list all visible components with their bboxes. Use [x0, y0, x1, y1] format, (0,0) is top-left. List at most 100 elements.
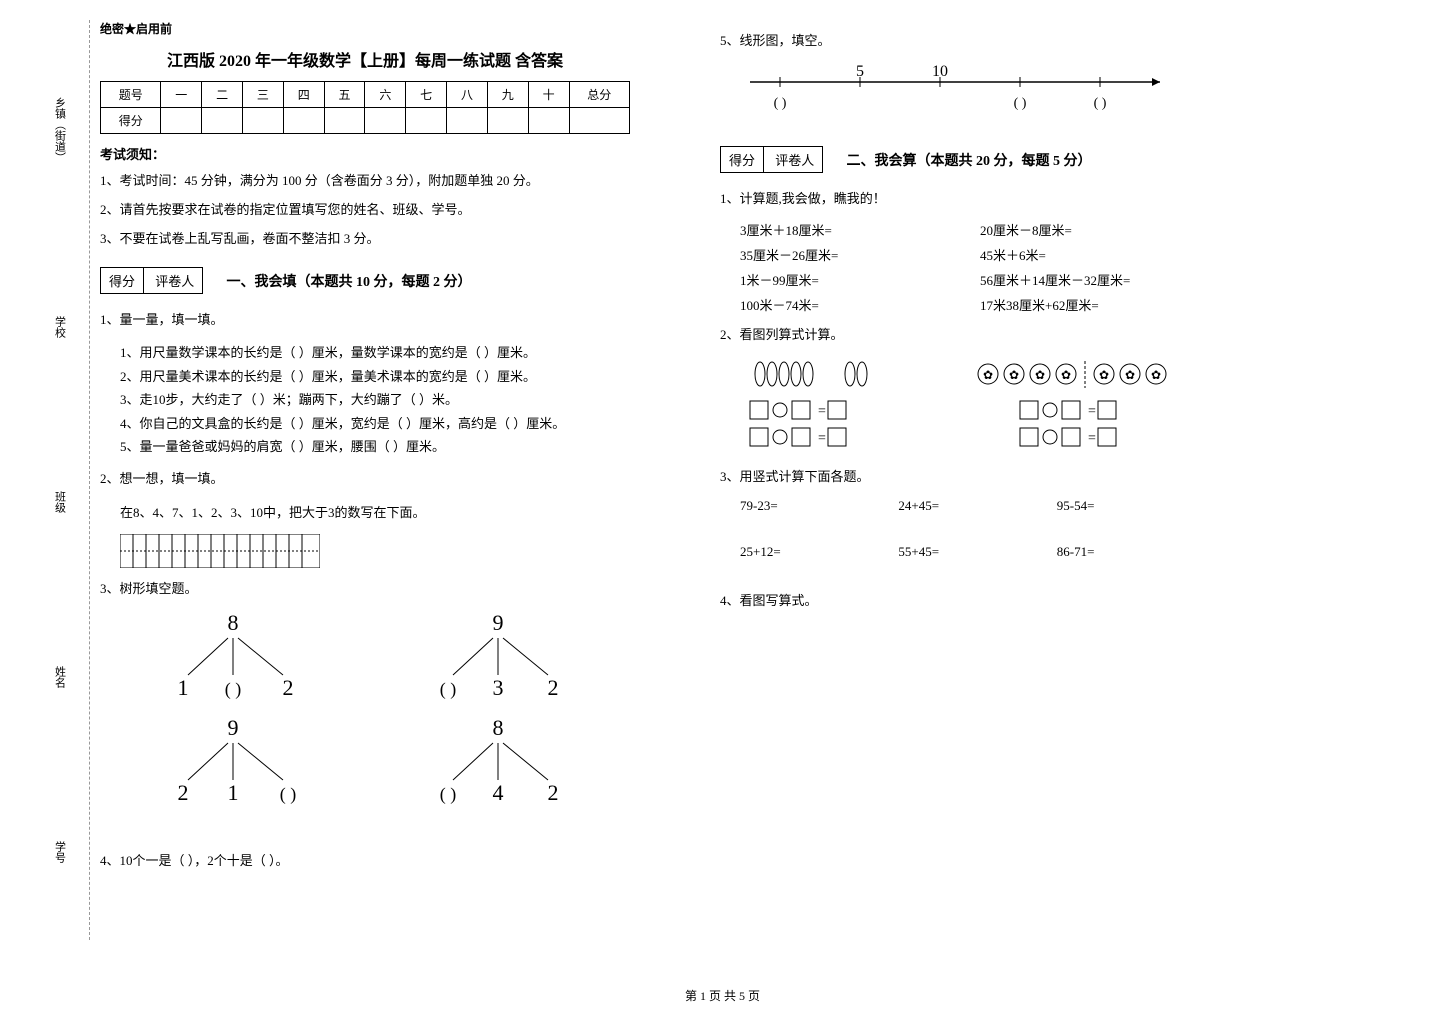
svg-text:=: =: [818, 431, 826, 446]
s1-q3: 3、树形填空题。: [100, 578, 630, 600]
svg-text:8: 8: [492, 715, 503, 740]
vc-2-2: 55+45=: [898, 544, 1056, 560]
picture-equations: = = ✿ ✿ ✿ ✿ ✿ ✿ ✿: [720, 356, 1220, 456]
binding-strip: 乡镇（街道） 学校 班级 姓名 学号: [30, 20, 90, 940]
svg-text:1: 1: [177, 675, 188, 700]
score-row-label: 得分: [101, 108, 161, 134]
binding-field-3: 姓名: [52, 656, 68, 698]
svg-text:=: =: [1088, 431, 1096, 446]
th-7: 七: [406, 82, 447, 108]
vc-1-1: 79-23=: [740, 498, 898, 514]
instruction-3: 3、不要在试卷上乱写乱画，卷面不整洁扣 3 分。: [100, 229, 630, 250]
page-container: 绝密★启用前 江西版 2020 年一年级数学【上册】每周一练试题 含答案 题号 …: [0, 0, 1445, 960]
right-column: 5、线形图，填空。 5 10 ( ) ( ) ( ) 得分 评卷人: [660, 20, 1220, 960]
s1-q5: 5、线形图，填空。: [720, 30, 1220, 52]
svg-text:2: 2: [177, 780, 188, 805]
grader-label-2: 评卷人: [767, 147, 822, 172]
binding-field-4: 学号: [52, 831, 68, 873]
calc-1-0: 35厘米－26厘米=: [740, 245, 980, 264]
svg-text:( ): ( ): [1094, 96, 1107, 111]
tree-2: 9 ( ) 3 2 8 ( ) 4 2: [398, 610, 598, 840]
binding-field-0: 乡镇（街道）: [52, 87, 68, 173]
th-2: 二: [202, 82, 243, 108]
svg-text:3: 3: [492, 675, 503, 700]
instruction-1: 1、考试时间：45 分钟，满分为 100 分（含卷面分 3 分），附加题单独 2…: [100, 171, 630, 192]
s1-q1-4: 4、你自己的文具盒的长约是（ ）厘米，宽约是（ ）厘米，高约是（ ）厘米。: [120, 412, 630, 435]
tree-diagrams: 8 1 ( ) 2 9 2 1 ( ) 9 ( ): [100, 610, 630, 840]
calc-2-1: 56厘米＋14厘米－32厘米=: [980, 270, 1220, 289]
s1-q1-2: 2、用尺量美术课本的长约是（ ）厘米，量美术课本的宽约是（ ）厘米。: [120, 365, 630, 388]
binding-field-1: 学校: [52, 306, 68, 348]
svg-text:2: 2: [282, 675, 293, 700]
grader-label: 评卷人: [147, 268, 202, 293]
svg-text:✿: ✿: [1151, 368, 1161, 382]
tree-1: 8 1 ( ) 2 9 2 1 ( ): [133, 610, 333, 840]
svg-text:2: 2: [547, 780, 558, 805]
svg-text:10: 10: [932, 63, 948, 80]
binding-field-2: 班级: [52, 481, 68, 523]
s2-q4: 4、看图写算式。: [720, 590, 1220, 612]
svg-text:9: 9: [227, 715, 238, 740]
vc-2-3: 86-71=: [1057, 544, 1215, 560]
answer-grid: [120, 534, 630, 568]
calc-0-1: 20厘米－8厘米=: [980, 220, 1220, 239]
main-title: 江西版 2020 年一年级数学【上册】每周一练试题 含答案: [100, 47, 630, 71]
vc-1-2: 24+45=: [898, 498, 1056, 514]
s1-q1: 1、量一量，填一填。: [100, 309, 630, 331]
score-table: 题号 一 二 三 四 五 六 七 八 九 十 总分 得分: [100, 81, 630, 134]
th-6: 六: [365, 82, 406, 108]
instructions-title: 考试须知：: [100, 144, 630, 163]
score-box-1: 得分 评卷人: [100, 267, 203, 294]
svg-text:8: 8: [227, 610, 238, 635]
s2-q1: 1、计算题,我会做，瞧我的！: [720, 188, 1220, 210]
svg-text:1: 1: [227, 780, 238, 805]
th-8: 八: [447, 82, 488, 108]
svg-text:=: =: [1088, 404, 1096, 419]
s1-q1-1: 1、用尺量数学课本的长约是（ ）厘米，量数学课本的宽约是（ ）厘米。: [120, 341, 630, 364]
score-label-2: 得分: [721, 147, 764, 172]
svg-text:( ): ( ): [774, 96, 787, 111]
secret-mark: 绝密★启用前: [100, 20, 630, 37]
section2-title: 二、我会算（本题共 20 分，每题 5 分）: [847, 150, 1092, 170]
calc-3-0: 100米－74米=: [740, 295, 980, 314]
svg-text:5: 5: [856, 63, 864, 80]
svg-text:2: 2: [547, 675, 558, 700]
left-column: 绝密★启用前 江西版 2020 年一年级数学【上册】每周一练试题 含答案 题号 …: [100, 20, 660, 960]
th-5: 五: [324, 82, 365, 108]
th-10: 十: [528, 82, 569, 108]
vcalc-row2: 25+12= 55+45= 86-71=: [740, 544, 1220, 560]
svg-text:( ): ( ): [224, 679, 241, 700]
section1-title: 一、我会填（本题共 10 分，每题 2 分）: [227, 271, 472, 291]
th-11: 总分: [569, 82, 629, 108]
calc-0-0: 3厘米＋18厘米=: [740, 220, 980, 239]
s2-q3: 3、用竖式计算下面各题。: [720, 466, 1220, 488]
vc-2-1: 25+12=: [740, 544, 898, 560]
page-footer: 第 1 页 共 5 页: [0, 987, 1445, 1004]
svg-text:✿: ✿: [1035, 368, 1045, 382]
svg-text:( ): ( ): [1014, 96, 1027, 111]
vcalc-row1: 79-23= 24+45= 95-54=: [740, 498, 1220, 514]
s1-q2: 2、想一想，填一填。: [100, 468, 630, 490]
s1-q2-detail: 在8、4、7、1、2、3、10中，把大于3的数写在下面。: [120, 501, 630, 524]
svg-text:✿: ✿: [1099, 368, 1109, 382]
svg-text:✿: ✿: [1061, 368, 1071, 382]
calc-3-1: 17米38厘米+62厘米=: [980, 295, 1220, 314]
score-box-2: 得分 评卷人: [720, 146, 823, 173]
s1-q1-3: 3、走10步，大约走了（ ）米；蹦两下，大约蹦了（ ）米。: [120, 388, 630, 411]
svg-text:( ): ( ): [439, 679, 456, 700]
th-4: 四: [283, 82, 324, 108]
svg-text:( ): ( ): [279, 784, 296, 805]
th-1: 一: [161, 82, 202, 108]
score-label: 得分: [101, 268, 144, 293]
svg-text:=: =: [818, 404, 826, 419]
instruction-2: 2、请首先按要求在试卷的指定位置填写您的姓名、班级、学号。: [100, 200, 630, 221]
svg-text:✿: ✿: [1125, 368, 1135, 382]
th-9: 九: [487, 82, 528, 108]
svg-text:9: 9: [492, 610, 503, 635]
s1-q1-5: 5、量一量爸爸或妈妈的肩宽（ ）厘米，腰围（ ）厘米。: [120, 435, 630, 458]
s2-q2: 2、看图列算式计算。: [720, 324, 1220, 346]
th-3: 三: [243, 82, 284, 108]
vc-1-3: 95-54=: [1057, 498, 1215, 514]
svg-text:( ): ( ): [439, 784, 456, 805]
number-line: 5 10 ( ) ( ) ( ): [740, 62, 1220, 126]
